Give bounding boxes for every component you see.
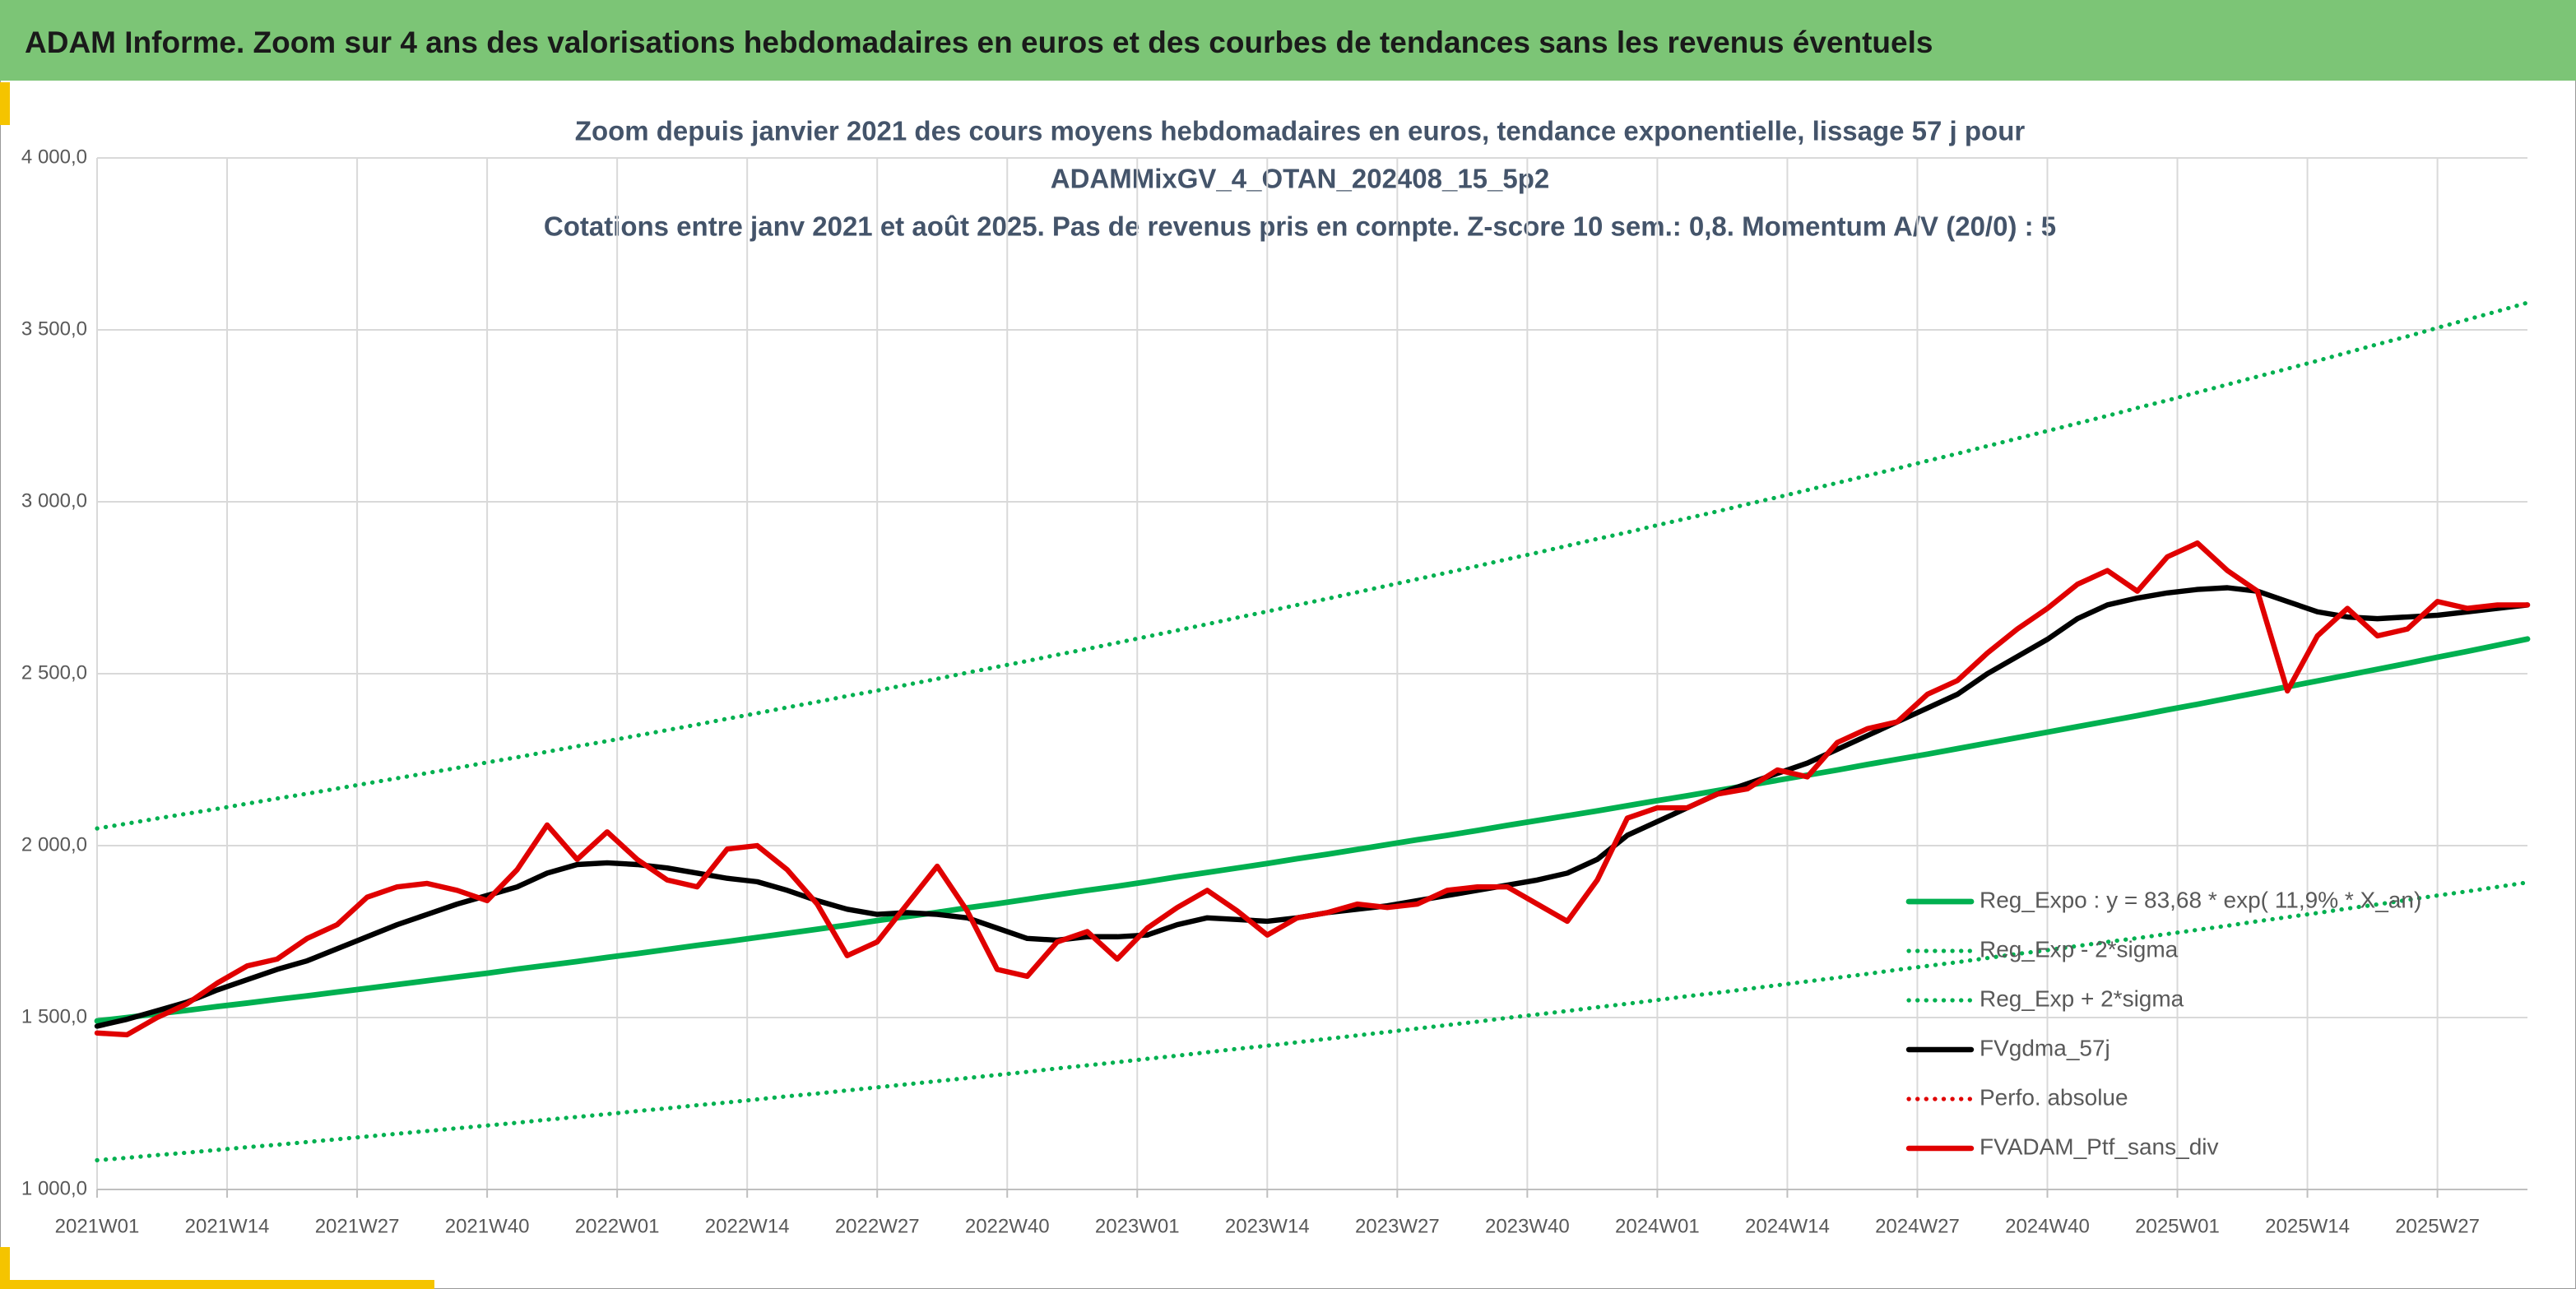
y-tick-label: 3 000,0 (21, 489, 87, 512)
legend-label: Perfo. absolue (1980, 1084, 2128, 1110)
chart-title: ADAMMixGV_4_OTAN_202408_15_5p2 (1051, 164, 1550, 194)
x-tick-label: 2022W01 (575, 1215, 660, 1237)
y-tick-label: 3 500,0 (21, 318, 87, 340)
y-tick-label: 1 500,0 (21, 1005, 87, 1027)
x-tick-label: 2025W14 (2265, 1215, 2350, 1237)
x-tick-label: 2024W40 (2005, 1215, 2090, 1237)
x-tick-label: 2022W14 (705, 1215, 790, 1237)
x-tick-label: 2023W01 (1095, 1215, 1180, 1237)
x-tick-label: 2025W27 (2395, 1215, 2480, 1237)
chart-title: Cotations entre janv 2021 et août 2025. … (544, 211, 2056, 242)
x-tick-label: 2023W27 (1355, 1215, 1440, 1237)
series-line (94, 636, 2531, 1024)
x-tick-label: 2022W40 (965, 1215, 1050, 1237)
plot (94, 300, 2531, 1163)
series-line (95, 300, 2530, 831)
x-tick-label: 2021W14 (185, 1215, 270, 1237)
legend: Reg_Expo : y = 83,68 * exp( 11,9% * X_an… (1905, 887, 2421, 1159)
x-tick-label: 2024W14 (1745, 1215, 1830, 1237)
x-tick-label: 2023W40 (1485, 1215, 1570, 1237)
x-tick-label: 2021W01 (55, 1215, 140, 1237)
y-tick-label: 4 000,0 (21, 146, 87, 168)
y-tick-label: 1 000,0 (21, 1177, 87, 1199)
legend-label: Reg_Expo : y = 83,68 * exp( 11,9% * X_an… (1980, 887, 2421, 912)
y-tick-label: 2 500,0 (21, 661, 87, 684)
chart-title: Zoom depuis janvier 2021 des cours moyen… (575, 116, 2026, 146)
x-tick-label: 2021W40 (445, 1215, 530, 1237)
series-line (95, 880, 2530, 1163)
accent (0, 1247, 10, 1288)
header-bar (0, 0, 2576, 81)
grid: 1 000,0 1 500,0 2 000,0 2 500,0 3 000,0 3 500… (21, 146, 2527, 1237)
x-tick-label: 2021W27 (315, 1215, 400, 1237)
x-tick-label: 2022W27 (835, 1215, 920, 1237)
legend-label: Reg_Exp - 2*sigma (1980, 936, 2179, 962)
x-tick-label: 2024W27 (1875, 1215, 1960, 1237)
y-tick-label: 2 000,0 (21, 833, 87, 855)
accent (0, 82, 10, 125)
x-tick-label: 2023W14 (1225, 1215, 1310, 1237)
header-title: ADAM Informe. Zoom sur 4 ans des valoris… (25, 26, 1933, 59)
accent (0, 1280, 434, 1289)
series-line (94, 540, 2531, 1038)
legend-label: FVgdma_57j (1980, 1035, 2110, 1060)
x-tick-label: 2025W01 (2135, 1215, 2220, 1237)
legend-label: Reg_Exp + 2*sigma (1980, 985, 2184, 1011)
legend-label: FVADAM_Ptf_sans_div (1980, 1134, 2219, 1159)
x-tick-label: 2024W01 (1615, 1215, 1700, 1237)
